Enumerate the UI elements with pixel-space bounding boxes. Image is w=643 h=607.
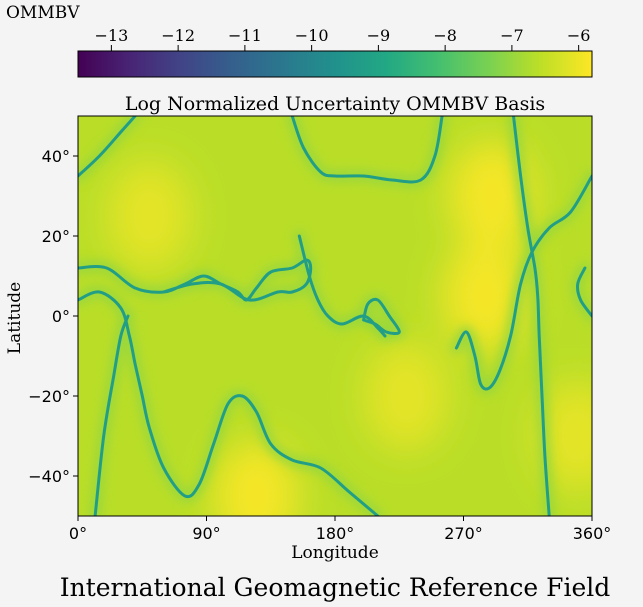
heatmap-low-contours <box>78 116 592 516</box>
x-tick-label: 360° <box>573 524 612 543</box>
colorbar-label: OMMBV <box>6 3 80 23</box>
heatmap-high-region <box>442 241 527 351</box>
x-axis-label: Longitude <box>291 543 379 563</box>
heatmap-plot-area: 0° 90° 180° 270° 360° −40° −20° 0° 20° 40° <box>28 115 611 543</box>
x-tick-label: 0° <box>69 524 87 543</box>
colorbar-tick-label: −8 <box>433 26 457 45</box>
low-value-contour <box>78 258 313 302</box>
x-axis-ticks: 0° 90° 180° 270° 360° <box>69 516 611 543</box>
colorbar-gradient <box>77 50 593 78</box>
heatmap-high-region <box>364 341 449 451</box>
colorbar-tick-label: −12 <box>161 26 195 45</box>
y-tick-label: −20° <box>28 387 70 406</box>
y-axis-ticks: −40° −20° 0° 20° 40° <box>28 147 78 486</box>
plot-title: Log Normalized Uncertainty OMMBV Basis <box>125 93 545 115</box>
x-tick-label: 90° <box>192 524 220 543</box>
colorbar-tick-label: −11 <box>228 26 262 45</box>
low-value-contour <box>78 290 380 516</box>
heatmap-high-regions <box>107 141 592 516</box>
y-tick-label: 0° <box>52 307 70 326</box>
figure-suptitle: International Geomagnetic Reference Fiel… <box>60 573 611 602</box>
colorbar-tick-label: −10 <box>295 26 329 45</box>
y-tick-label: 40° <box>42 147 70 166</box>
y-tick-label: −40° <box>28 467 70 486</box>
low-value-contour <box>78 116 137 178</box>
low-value-contour <box>362 297 401 336</box>
colorbar: OMMBV −13 −12 −11 −10 −9 −8 −7 −6 <box>6 3 593 78</box>
low-value-contour <box>576 266 592 318</box>
low-value-contour <box>290 116 444 184</box>
x-tick-label: 180° <box>316 524 355 543</box>
y-tick-label: 20° <box>42 227 70 246</box>
y-axis-label: Latitude <box>5 282 25 354</box>
low-value-contour <box>454 174 592 391</box>
heatmap-high-region <box>107 161 192 271</box>
low-value-contour <box>512 116 551 516</box>
colorbar-tick-label: −6 <box>567 26 591 45</box>
colorbar-tick-label: −9 <box>367 26 391 45</box>
heatmap-high-region <box>450 141 535 251</box>
low-value-contour <box>93 314 130 516</box>
colorbar-ticks: −13 −12 −11 −10 −9 −8 −7 −6 <box>94 26 590 51</box>
colorbar-tick-label: −13 <box>94 26 128 45</box>
x-tick-label: 270° <box>444 524 483 543</box>
heatmap-high-region <box>214 441 299 516</box>
colorbar-tick-label: −7 <box>500 26 524 45</box>
